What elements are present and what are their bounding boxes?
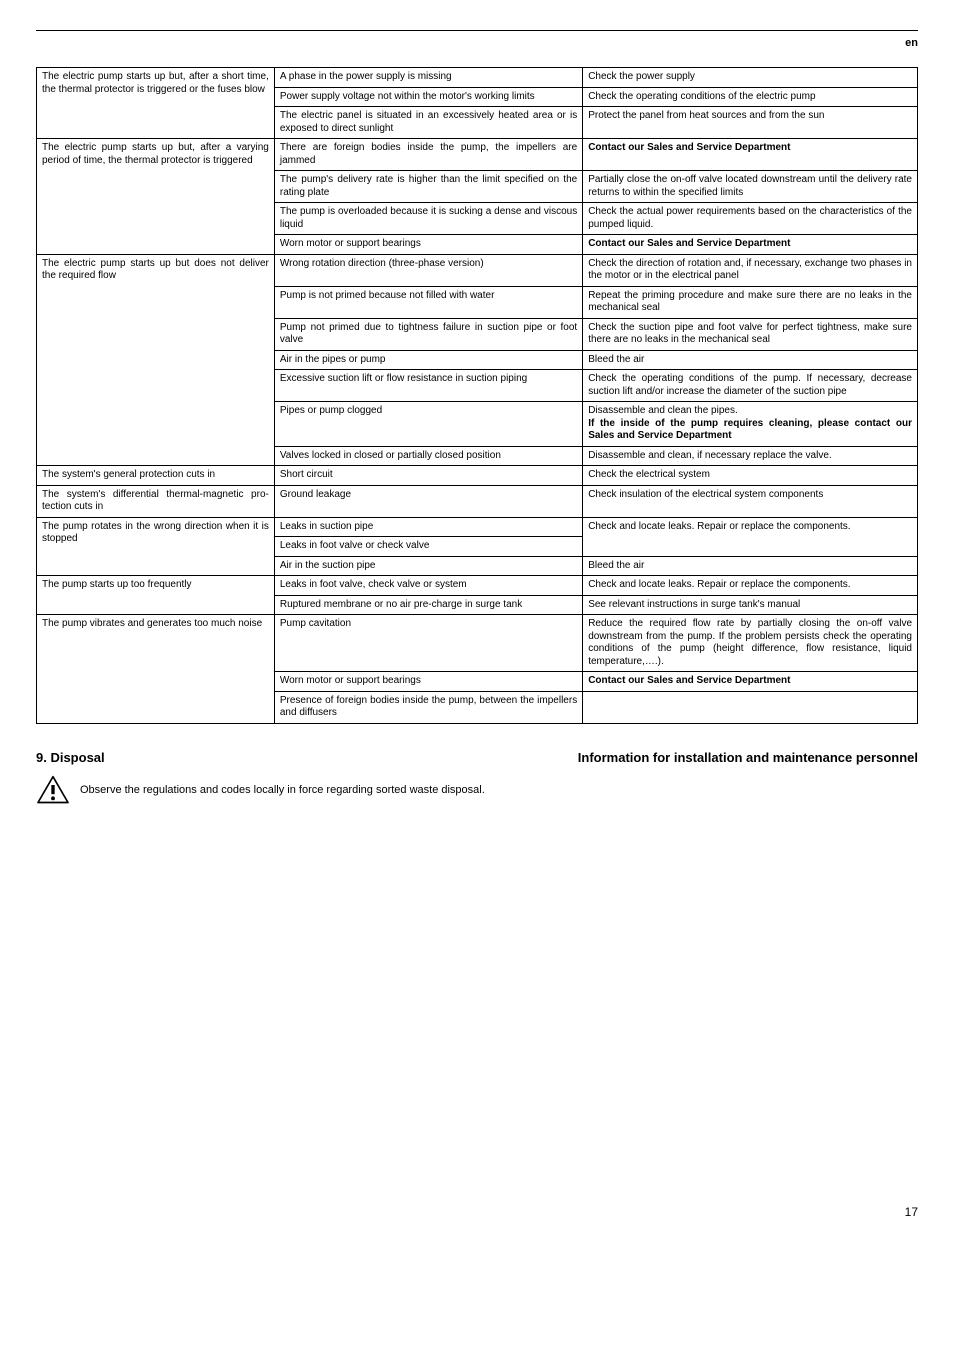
problem-cell: The pump starts up too frequently (37, 576, 275, 615)
cause-cell: The pump's delivery rate is higher than … (274, 171, 582, 203)
cause-cell: The pump is overloaded because it is suc… (274, 203, 582, 235)
remedy-cell: Repeat the priming procedure and make su… (583, 286, 918, 318)
table-row: The electric pump starts up but, after a… (37, 68, 918, 88)
cause-cell: There are foreign bodies inside the pump… (274, 139, 582, 171)
problem-cell: The pump rotates in the wrong direction … (37, 517, 275, 576)
cause-cell: Leaks in foot valve or check valve (274, 537, 582, 557)
remedy-cell: Check the actual power requirements base… (583, 203, 918, 235)
remedy-cell: Reduce the required flow rate by partial… (583, 615, 918, 672)
remedy-cell: Contact our Sales and Service Department (583, 235, 918, 255)
cause-cell: A phase in the power supply is missing (274, 68, 582, 88)
cause-cell: Ground leakage (274, 485, 582, 517)
remedy-cell: See relevant instructions in surge tank'… (583, 595, 918, 615)
section-header: 9. Disposal Information for installation… (36, 750, 918, 765)
cause-cell: Power supply voltage not within the moto… (274, 87, 582, 107)
remedy-cell: Check the electrical system (583, 466, 918, 486)
troubleshooting-table: The electric pump starts up but, after a… (36, 67, 918, 724)
remedy-cell: Bleed the air (583, 556, 918, 576)
remedy-cell (583, 691, 918, 723)
remedy-cell: Bleed the air (583, 350, 918, 370)
cause-cell: Air in the suction pipe (274, 556, 582, 576)
section-subtitle: Information for installation and mainten… (578, 750, 918, 765)
top-rule (36, 30, 918, 31)
problem-cell: The electric pump starts up but, after a… (37, 139, 275, 255)
remedy-cell: Check the direction of rotation and, if … (583, 254, 918, 286)
cause-cell: Ruptured membrane or no air pre-charge i… (274, 595, 582, 615)
remedy-cell: Check the suction pipe and foot valve fo… (583, 318, 918, 350)
remedy-cell: Check insulation of the electrical syste… (583, 485, 918, 517)
remedy-cell: Protect the panel from heat sources and … (583, 107, 918, 139)
table-row: The electric pump starts up but, after a… (37, 139, 918, 171)
section-title: 9. Disposal (36, 750, 105, 765)
cause-cell: Leaks in suction pipe (274, 517, 582, 537)
cause-cell: Excessive suction lift or flow resistanc… (274, 370, 582, 402)
cause-cell: Worn motor or support bearings (274, 235, 582, 255)
remedy-cell: Disassemble and clean the pipes.If the i… (583, 402, 918, 447)
table-row: The pump starts up too frequentlyLeaks i… (37, 576, 918, 596)
warning-row: Observe the regulations and codes locall… (36, 775, 918, 805)
cause-cell: Worn motor or support bearings (274, 672, 582, 692)
remedy-cell: Check the power supply (583, 68, 918, 88)
warning-icon (36, 775, 70, 805)
cause-cell: Short circuit (274, 466, 582, 486)
remedy-cell: Check and locate leaks. Repair or replac… (583, 576, 918, 596)
cause-cell: Pump cavitation (274, 615, 582, 672)
problem-cell: The pump vibrates and generates too much… (37, 615, 275, 724)
remedy-cell: Contact our Sales and Service Department (583, 139, 918, 171)
table-row: The electric pump starts up but does not… (37, 254, 918, 286)
cause-cell: Pump is not primed because not filled wi… (274, 286, 582, 318)
cause-cell: Pump not primed due to tightness failure… (274, 318, 582, 350)
remedy-cell: Partially close the on-off valve located… (583, 171, 918, 203)
cause-cell: Leaks in foot valve, check valve or syst… (274, 576, 582, 596)
remedy-cell: Check the operating conditions of the pu… (583, 370, 918, 402)
remedy-cell: Contact our Sales and Service Department (583, 672, 918, 692)
cause-cell: Pipes or pump clogged (274, 402, 582, 447)
table-row: The pump rotates in the wrong direction … (37, 517, 918, 537)
problem-cell: The system's differential thermal-magnet… (37, 485, 275, 517)
warning-text: Observe the regulations and codes locall… (80, 784, 485, 796)
remedy-cell: Check the operating conditions of the el… (583, 87, 918, 107)
page-number: 17 (36, 1205, 918, 1219)
cause-cell: Presence of foreign bodies inside the pu… (274, 691, 582, 723)
cause-cell: Air in the pipes or pump (274, 350, 582, 370)
problem-cell: The electric pump starts up but does not… (37, 254, 275, 466)
remedy-cell: Check and locate leaks. Repair or replac… (583, 517, 918, 556)
problem-cell: The electric pump starts up but, after a… (37, 68, 275, 139)
cause-cell: Valves locked in closed or partially clo… (274, 446, 582, 466)
problem-cell: The system's general protection cuts in (37, 466, 275, 486)
remedy-cell: Disassemble and clean, if necessary repl… (583, 446, 918, 466)
table-row: The system's general protection cuts inS… (37, 466, 918, 486)
language-label: en (36, 37, 918, 49)
cause-cell: The electric panel is situated in an exc… (274, 107, 582, 139)
cause-cell: Wrong rotation direction (three-phase ve… (274, 254, 582, 286)
table-row: The pump vibrates and generates too much… (37, 615, 918, 672)
table-row: The system's differential thermal-magnet… (37, 485, 918, 517)
